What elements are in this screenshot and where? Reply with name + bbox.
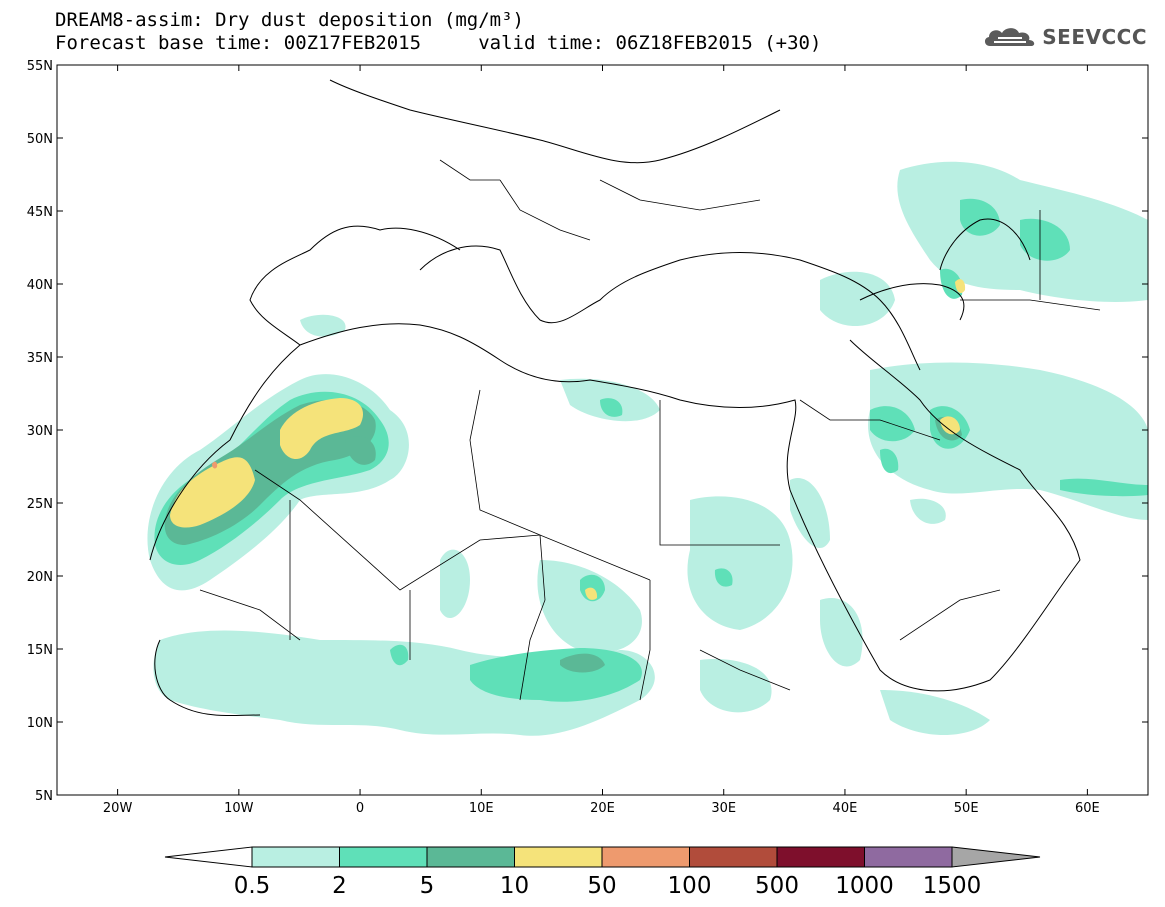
colorbar-swatch <box>514 846 603 868</box>
colorbar-label: 1500 <box>923 873 982 899</box>
lon-label: 20W <box>103 801 133 816</box>
colorbar-label: 10 <box>500 873 529 899</box>
lat-label: 15N <box>27 643 53 658</box>
colorbar-swatch <box>251 846 340 868</box>
map-subtitle: Forecast base time: 00Z17FEB2015 valid t… <box>55 32 822 54</box>
lat-label: 20N <box>27 570 53 585</box>
colorbar-swatch <box>864 846 953 868</box>
seevccc-logo: SEEVCCC <box>982 24 1147 50</box>
lat-label: 25N <box>27 497 53 512</box>
lat-label: 5N <box>35 789 53 804</box>
lat-label: 55N <box>27 59 53 74</box>
lon-label: 10W <box>224 801 254 816</box>
colorbar-label: 50 <box>587 873 616 899</box>
dust-contour-level-5 <box>212 461 218 469</box>
axis-ticks: 20W 10W 0 10E 20E 30E 40E 50E 60E 55N 50N 45N 40N 35N… <box>27 59 1148 816</box>
colorbar-label: 2 <box>332 873 347 899</box>
colorbar-label: 1000 <box>835 873 894 899</box>
lon-label: 50E <box>954 801 979 816</box>
lat-label: 40N <box>27 278 53 293</box>
colorbar-swatch <box>776 846 865 868</box>
colorbar-label: 5 <box>420 873 435 899</box>
lon-label: 0 <box>356 801 364 816</box>
lat-label: 35N <box>27 351 53 366</box>
lon-label: 30E <box>711 801 736 816</box>
lat-label: 50N <box>27 132 53 147</box>
map-plot-area <box>56 64 1149 796</box>
lon-label: 20E <box>590 801 615 816</box>
colorbar: 0.5 2 5 10 50 100 500 1000 1500 <box>164 846 1041 899</box>
colorbar-swatch <box>601 846 690 868</box>
colorbar-label: 100 <box>668 873 712 899</box>
coastlines <box>149 79 1081 717</box>
lat-label: 10N <box>27 716 53 731</box>
colorbar-label: 0.5 <box>234 873 271 899</box>
colorbar-label: 500 <box>755 873 799 899</box>
colorbar-swatch <box>339 846 428 868</box>
lon-label: 60E <box>1075 801 1100 816</box>
colorbar-over-arrow <box>951 846 1041 868</box>
lon-label: 40E <box>833 801 858 816</box>
cloud-icon <box>985 28 1035 46</box>
lon-label: 10E <box>469 801 494 816</box>
colorbar-swatch <box>426 846 515 868</box>
colorbar-under-arrow <box>164 846 253 868</box>
country-borders <box>199 159 1101 701</box>
lat-label: 45N <box>27 205 53 220</box>
logo-text: SEEVCCC <box>1042 25 1147 49</box>
colorbar-swatch <box>689 846 778 868</box>
dust-contour-level-4 <box>170 279 966 600</box>
map-title: DREAM8-assim: Dry dust deposition (mg/m³… <box>55 9 524 31</box>
lat-label: 30N <box>27 424 53 439</box>
